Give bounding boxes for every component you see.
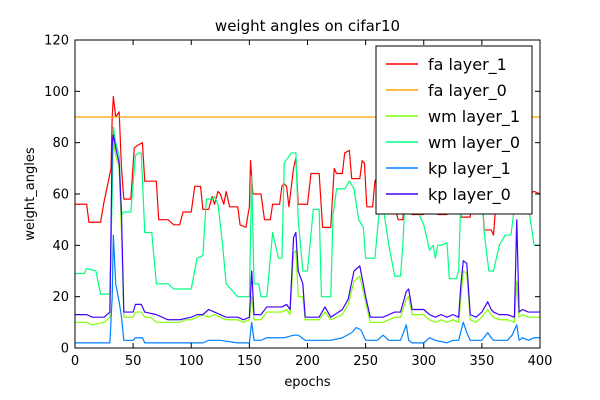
x-tick-label: 0 bbox=[71, 354, 79, 369]
x-tick-label: 300 bbox=[411, 354, 436, 369]
x-tick-label: 100 bbox=[179, 354, 204, 369]
x-tick-label: 150 bbox=[237, 354, 262, 369]
y-tick-label: 120 bbox=[44, 34, 69, 49]
y-tick-label: 100 bbox=[44, 85, 69, 100]
chart-title: weight angles on cifar10 bbox=[215, 17, 400, 35]
legend-label: fa layer_0 bbox=[428, 81, 507, 101]
series-line-kp-layer-0 bbox=[75, 134, 540, 321]
legend-label: wm layer_1 bbox=[428, 107, 520, 127]
y-tick-label: 0 bbox=[61, 342, 69, 357]
x-tick-label: 250 bbox=[353, 354, 378, 369]
ticks-layer: 0 50 100 150 200 250 300 350 400 0 20 40 60 80 100 120 bbox=[44, 34, 552, 370]
legend-box bbox=[375, 45, 533, 215]
legend-label: fa layer_1 bbox=[428, 55, 507, 75]
y-tick-label: 80 bbox=[52, 136, 69, 151]
series-line-wm-layer-0 bbox=[75, 126, 540, 298]
legend-label: wm layer_0 bbox=[428, 133, 520, 153]
x-tick-label: 50 bbox=[125, 354, 142, 369]
y-tick-label: 60 bbox=[52, 188, 69, 203]
legend-label: kp layer_1 bbox=[428, 159, 511, 179]
y-tick-label: 40 bbox=[52, 239, 69, 254]
y-tick-label: 20 bbox=[52, 290, 69, 305]
x-tick-label: 350 bbox=[469, 354, 494, 369]
x-tick-label: 400 bbox=[528, 354, 553, 369]
series-line-kp-layer-1 bbox=[75, 234, 540, 344]
legend-label: kp layer_0 bbox=[428, 185, 511, 205]
legend: fa layer_1fa layer_0wm layer_1wm layer_0… bbox=[375, 45, 533, 215]
x-axis-title: epochs bbox=[284, 375, 331, 390]
x-tick-label: 200 bbox=[295, 354, 320, 369]
y-axis-title: weight_angles bbox=[23, 147, 38, 240]
